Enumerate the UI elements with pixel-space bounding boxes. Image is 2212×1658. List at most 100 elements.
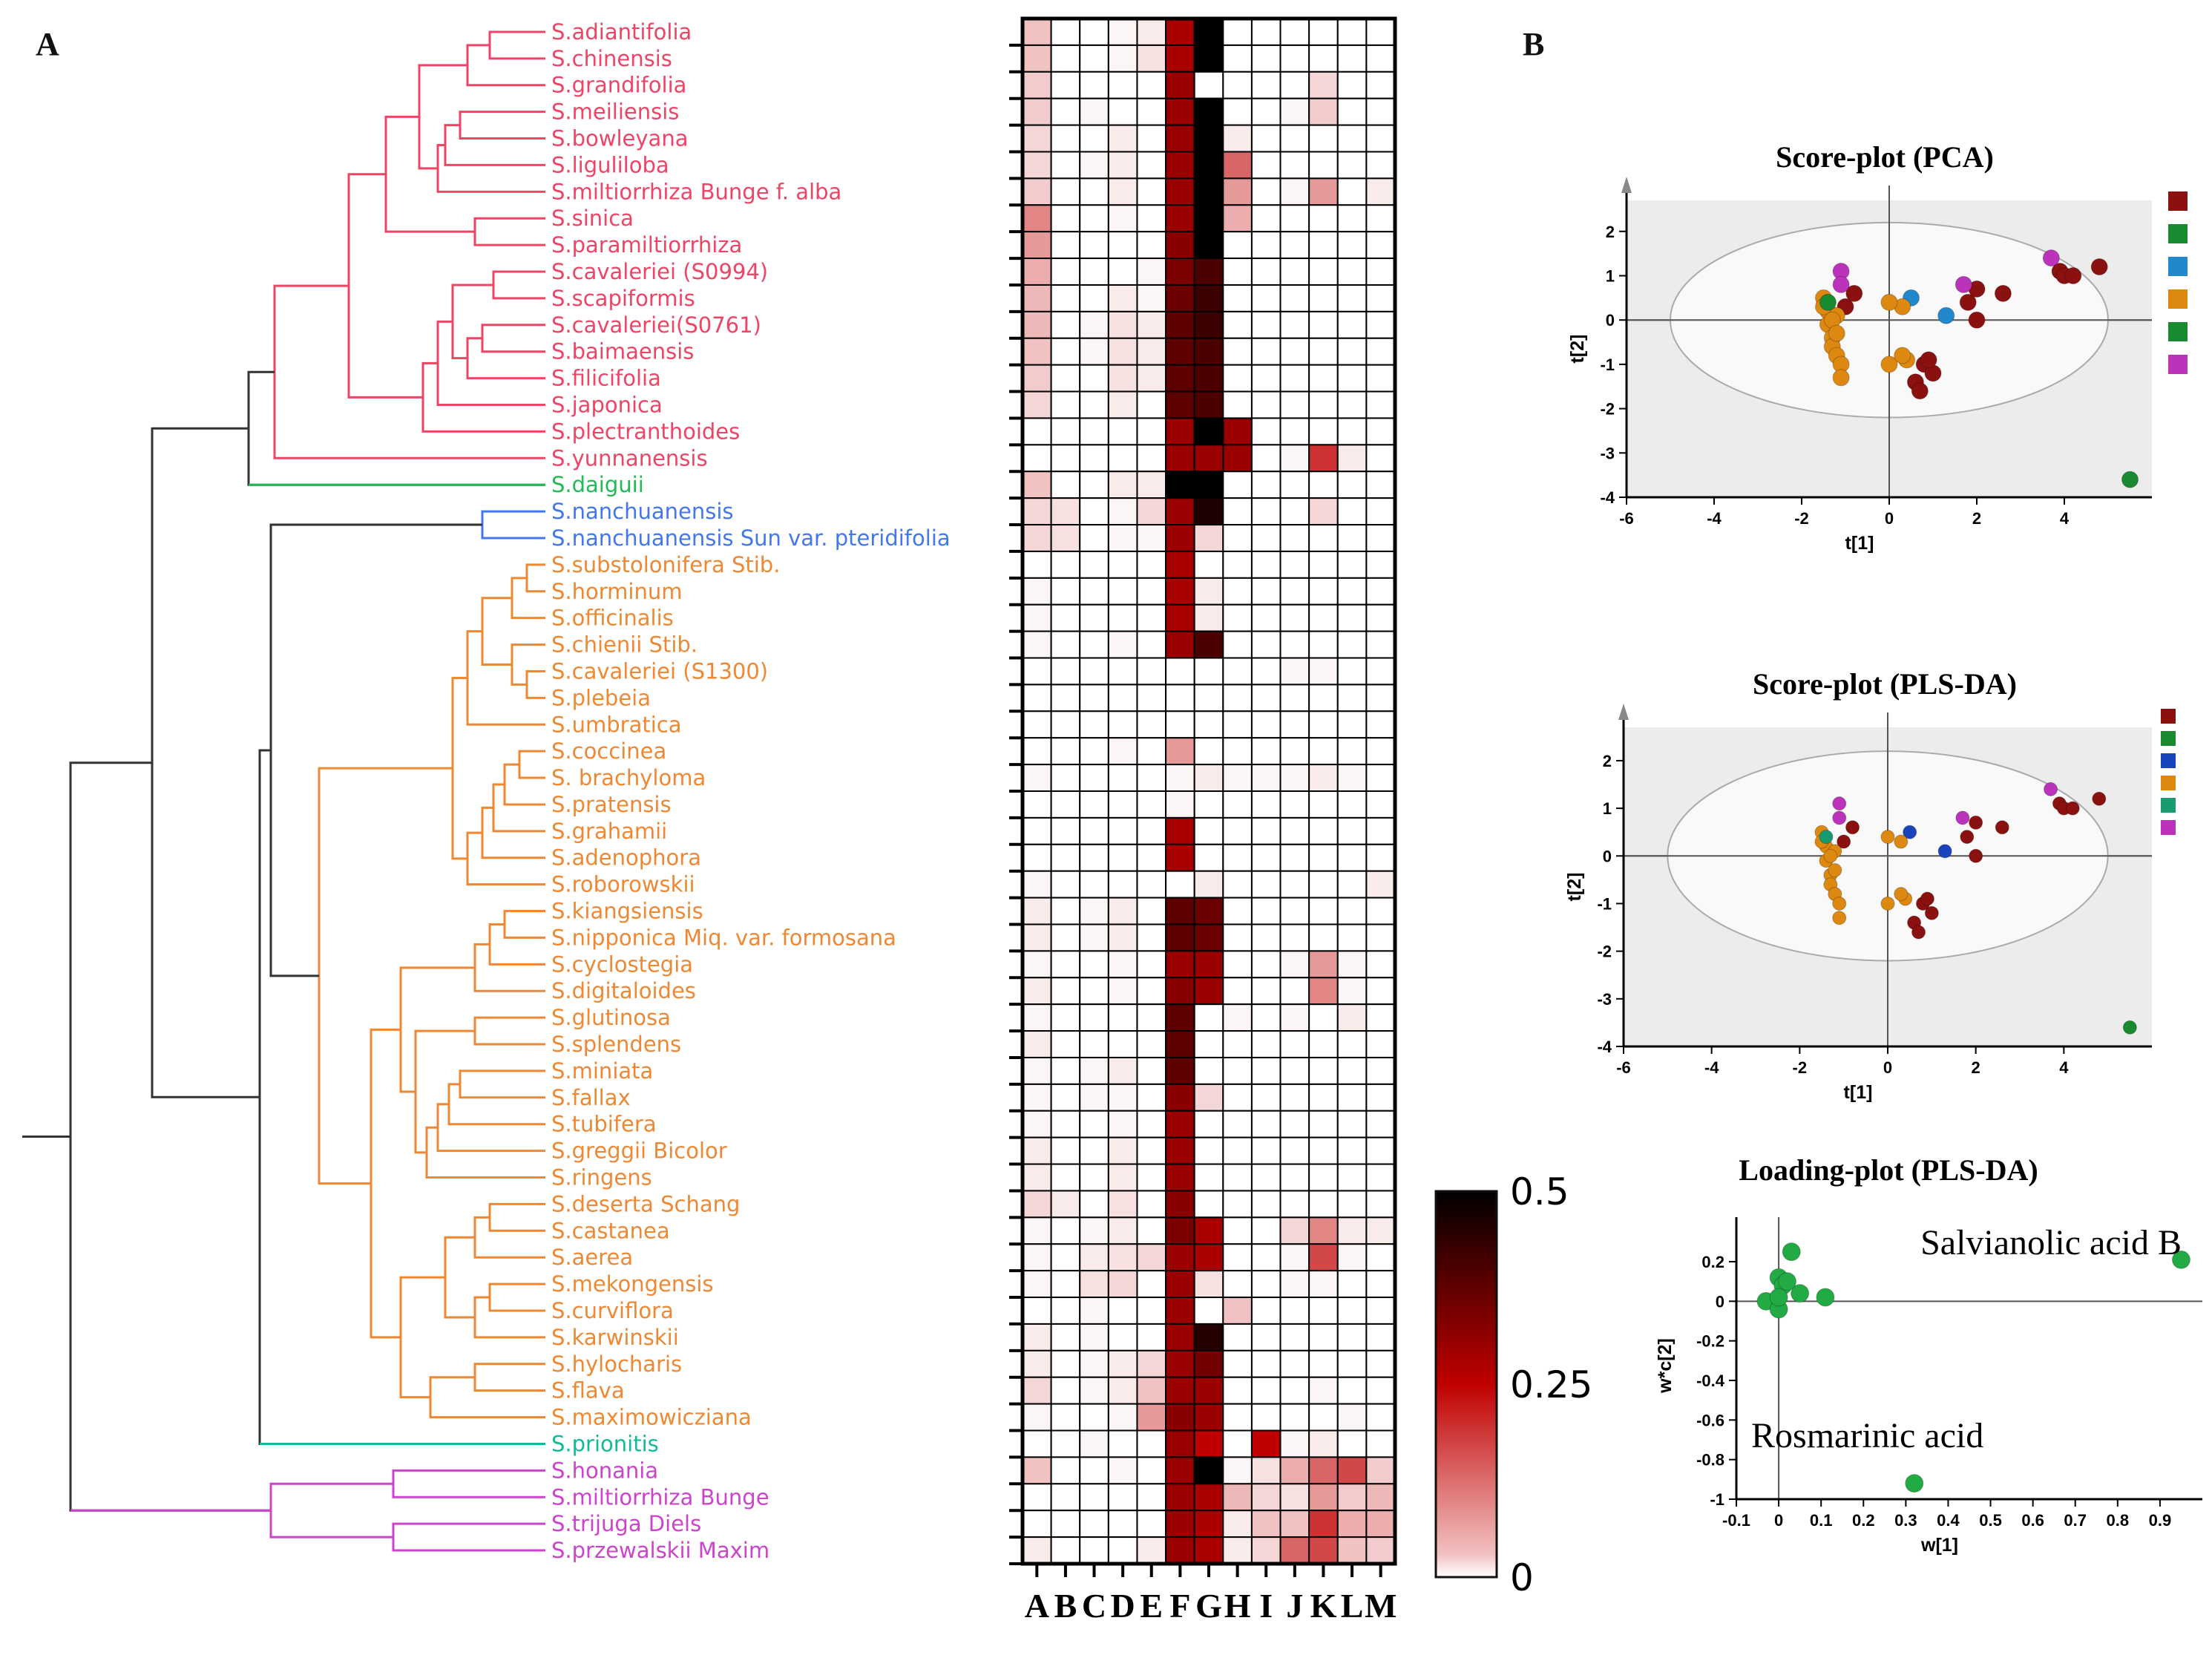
x-tick-label: -4 (1704, 1058, 1719, 1077)
heatmap-cell (1250, 657, 1281, 686)
y-tick-label: -2 (1600, 400, 1615, 419)
data-point (1816, 1288, 1835, 1307)
heatmap-cell (1165, 1056, 1195, 1085)
heatmap-column-label: A (1025, 1587, 1049, 1625)
heatmap-cell (1050, 764, 1081, 792)
data-point (1832, 796, 1847, 811)
dendrogram-branch (318, 767, 453, 1185)
heatmap-cell (1165, 390, 1195, 419)
heatmap-cell (1250, 630, 1281, 659)
data-point (1994, 284, 2012, 302)
heatmap-cell (1250, 258, 1281, 286)
heatmap-cell (1222, 923, 1253, 952)
heatmap-cell (1308, 923, 1339, 952)
heatmap-cell (1079, 284, 1109, 312)
heatmap-cell (1279, 1003, 1310, 1032)
heatmap-cell (1136, 1030, 1167, 1058)
heatmap-cell (1022, 630, 1052, 659)
data-point (1880, 355, 1898, 373)
heatmap-cell (1193, 284, 1224, 312)
heatmap-cell (1279, 337, 1310, 366)
heatmap-cell (1250, 1110, 1281, 1138)
heatmap-cell (1308, 603, 1339, 632)
heatmap-cell (1193, 231, 1224, 260)
heatmap-cell (1336, 1083, 1368, 1112)
heatmap-cell (1165, 550, 1195, 579)
heatmap-cell (1022, 1323, 1052, 1351)
heatmap-cell (1107, 1003, 1138, 1032)
heatmap-cell (1193, 630, 1224, 659)
x-tick-label: -6 (1619, 509, 1634, 528)
heatmap-cell (1365, 550, 1397, 579)
x-tick-label: 0.8 (2107, 1511, 2130, 1530)
heatmap-cell (1136, 44, 1167, 73)
heatmap-cell (1050, 710, 1081, 739)
heatmap-cell (1136, 1349, 1167, 1378)
x-axis-label: t[1] (1845, 533, 1874, 554)
heatmap-cell (1365, 790, 1397, 819)
heatmap-cell (1136, 1136, 1167, 1165)
legend-swatch (2168, 322, 2188, 341)
dendrogram-branch (436, 320, 545, 406)
heatmap-cell (1079, 1056, 1109, 1085)
heatmap-cell (1279, 1163, 1310, 1192)
colorbar-label: 0 (1510, 1556, 1534, 1599)
heatmap-cell (1193, 1243, 1224, 1272)
heatmap-cell (1079, 1429, 1109, 1458)
species-label: S.adenophora (551, 845, 701, 871)
heatmap-cell (1308, 657, 1339, 686)
heatmap-cell (1165, 310, 1195, 339)
heatmap-cell (1336, 1429, 1368, 1458)
heatmap-cell (1365, 684, 1397, 712)
heatmap-cell (1022, 1456, 1052, 1485)
heatmap-cell (1079, 71, 1109, 99)
heatmap-cell (1107, 1030, 1138, 1058)
heatmap-cell (1079, 1323, 1109, 1351)
heatmap-cell (1250, 231, 1281, 260)
species-label: S.chienii Stib. (551, 632, 698, 658)
heatmap-cell (1136, 1163, 1167, 1192)
heatmap-cell (1136, 577, 1167, 606)
heatmap-cell (1079, 364, 1109, 393)
heatmap-cell (1250, 1270, 1281, 1299)
heatmap-cell (1279, 97, 1310, 126)
heatmap-cell (1336, 71, 1368, 99)
heatmap-cell (1079, 204, 1109, 233)
heatmap-cell (1336, 18, 1368, 46)
heatmap-cell (1308, 204, 1339, 233)
heatmap-cell (1136, 790, 1167, 819)
heatmap-cell (1107, 124, 1138, 153)
heatmap-cell (1308, 737, 1339, 766)
heatmap-cell (1222, 310, 1253, 339)
data-point (1769, 1288, 1788, 1307)
heatmap-cell (1365, 524, 1397, 552)
heatmap-cell (1136, 258, 1167, 286)
heatmap-cell (1079, 177, 1109, 206)
heatmap-cell (1250, 1030, 1281, 1058)
heatmap-cell (1193, 897, 1224, 925)
heatmap-cell (1022, 1003, 1052, 1032)
heatmap-cell (1336, 1243, 1368, 1272)
heatmap-cell (1193, 97, 1224, 126)
heatmap-cell (1222, 1270, 1253, 1299)
heatmap-cell (1336, 737, 1368, 766)
heatmap-cell (1107, 390, 1138, 419)
heatmap-cell (1107, 310, 1138, 339)
heatmap-cell (1365, 737, 1397, 766)
heatmap-cell (1022, 737, 1052, 766)
heatmap-cell (1222, 97, 1253, 126)
dendrogram-branch (370, 1028, 401, 1339)
heatmap-cell (1193, 1536, 1224, 1565)
heatmap-cell (1193, 44, 1224, 73)
heatmap-cell (1136, 71, 1167, 99)
heatmap-cell (1107, 843, 1138, 872)
legend-swatch (2161, 753, 2176, 768)
heatmap-cell (1222, 44, 1253, 73)
heatmap-cell (1365, 577, 1397, 606)
heatmap-cell (1165, 284, 1195, 312)
heatmap-cell (1079, 1030, 1109, 1058)
heatmap-cell (1250, 1376, 1281, 1405)
heatmap-cell (1050, 71, 1081, 99)
heatmap-cell (1279, 977, 1310, 1006)
heatmap-cell (1107, 1349, 1138, 1378)
